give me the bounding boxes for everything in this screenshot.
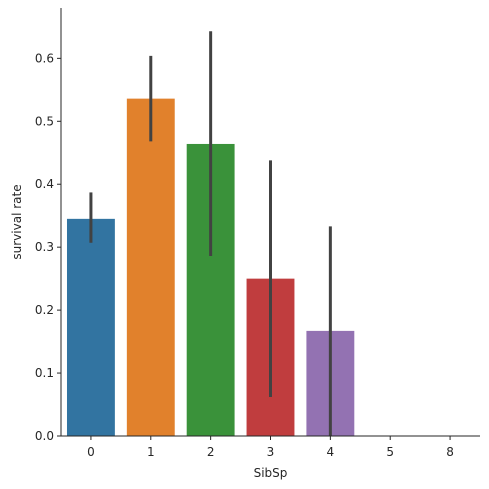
x-tick-label-0: 0	[87, 445, 95, 459]
y-tick-label: 0.4	[35, 177, 54, 191]
x-tick-label-3: 3	[267, 445, 275, 459]
x-tick-label-2: 2	[207, 445, 215, 459]
y-tick-label: 0.5	[35, 114, 54, 128]
x-tick-label-4: 4	[327, 445, 335, 459]
y-tick-label: 0.3	[35, 240, 54, 254]
y-tick-label: 0.1	[35, 366, 54, 380]
bar-0	[66, 218, 115, 436]
x-axis-label: SibSp	[254, 466, 288, 480]
y-tick-label: 0.2	[35, 303, 54, 317]
y-axis-label: survival rate	[10, 184, 24, 259]
x-tick-label-8: 8	[446, 445, 454, 459]
errorbars-group	[89, 31, 332, 436]
x-tick-label-5: 5	[386, 445, 394, 459]
y-tick-label: 0.0	[35, 429, 54, 443]
x-tick-label-1: 1	[147, 445, 155, 459]
y-tick-label: 0.6	[35, 51, 54, 65]
bar-1	[126, 98, 175, 437]
y-ticks-group: 0.0 0.1 0.2 0.3 0.4 0.5 0.6	[35, 51, 61, 443]
x-ticks-group: 0 1 2 3 4 5 8	[87, 436, 454, 459]
